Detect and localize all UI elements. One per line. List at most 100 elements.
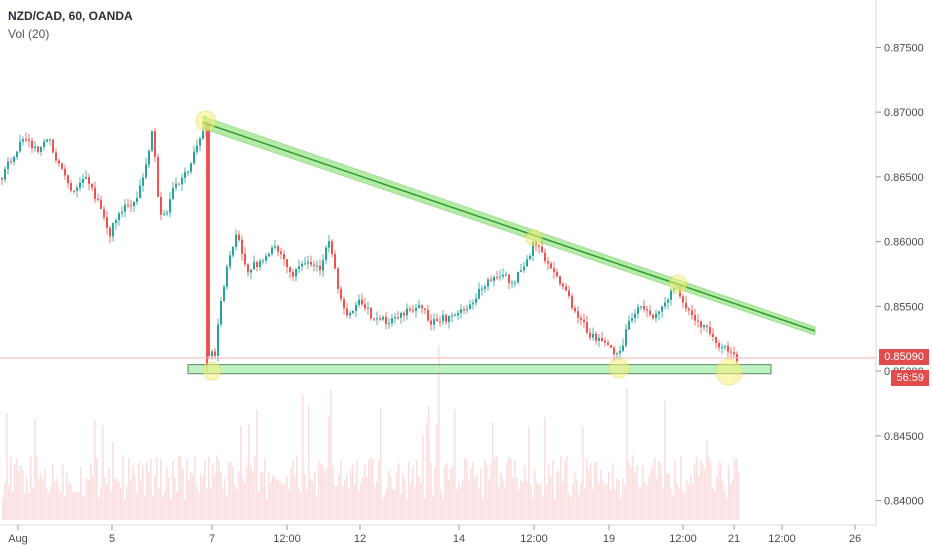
candle-body: [175, 183, 177, 188]
descending-trendline: [202, 121, 816, 332]
volume-bar: [614, 489, 616, 520]
time-tick-label: 12:00: [669, 533, 697, 545]
candle-body: [136, 197, 138, 202]
volume-bar: [194, 456, 196, 520]
volume-bar: [136, 493, 138, 520]
candle-body: [193, 151, 195, 164]
volume-bar: [548, 463, 550, 520]
price-tick-label: 0.84500: [884, 431, 924, 443]
volume-bar: [322, 464, 324, 520]
candle-body: [628, 320, 630, 330]
volume-indicator-label[interactable]: Vol (20): [8, 27, 50, 41]
candle-body: [115, 220, 117, 224]
symbol-title[interactable]: NZD/CAD, 60, OANDA: [8, 9, 133, 23]
candle-body: [526, 259, 528, 267]
volume-bar: [638, 486, 640, 520]
volume-bar: [264, 458, 266, 520]
volume-bar: [618, 479, 620, 520]
volume-bar: [252, 470, 254, 520]
volume-bar: [438, 345, 440, 520]
volume-bar: [168, 477, 170, 520]
candle-body: [226, 266, 228, 287]
volume-bar: [490, 464, 492, 520]
volume-bar: [30, 455, 32, 520]
volume-bar: [506, 463, 508, 520]
candle-body: [466, 309, 468, 311]
volume-bar: [36, 455, 38, 520]
volume-bar: [332, 465, 334, 520]
volume-bar: [130, 480, 132, 520]
volume-bar: [462, 479, 464, 520]
volume-bar: [588, 469, 590, 520]
price-tick-label: 0.84000: [884, 496, 924, 508]
volume-bar: [258, 491, 260, 520]
volume-bar: [40, 473, 42, 520]
volume-bar: [444, 466, 446, 520]
volume-bar: [666, 474, 668, 520]
candle-body: [670, 290, 672, 300]
volume-bar: [582, 426, 584, 520]
volume-bar: [154, 476, 156, 520]
volume-bar: [626, 388, 628, 520]
volume-bar: [184, 499, 186, 520]
volume-bar: [78, 491, 80, 520]
volume-bar: [126, 486, 128, 520]
candle-body: [697, 320, 699, 322]
candle-body: [394, 316, 396, 319]
candle-body: [151, 131, 153, 151]
candle-body: [562, 284, 564, 287]
volume-bar: [320, 463, 322, 520]
volume-bar: [606, 484, 608, 520]
candle-body: [529, 255, 531, 260]
volume-bar: [516, 478, 518, 520]
volume-bar: [510, 458, 512, 520]
volume-bar: [54, 481, 56, 520]
volume-bar: [70, 483, 72, 520]
volume-bar: [386, 486, 388, 520]
candle-body: [709, 326, 711, 334]
candle-body: [187, 171, 189, 173]
candle-body: [448, 316, 450, 322]
volume-bar: [500, 472, 502, 520]
candle-body: [598, 337, 600, 341]
candle-body: [229, 255, 231, 267]
price-axis[interactable]: 0.875000.870000.865000.860000.855000.850…: [876, 42, 924, 508]
volume-bar: [146, 462, 148, 520]
volume-bar: [636, 465, 638, 520]
volume-bar: [502, 477, 504, 520]
annotations[interactable]: [187, 110, 816, 386]
candle-body: [346, 308, 348, 316]
candle-body: [268, 253, 270, 257]
volume-bar: [542, 496, 544, 520]
candle-body: [646, 309, 648, 311]
volume-bar: [420, 483, 422, 520]
volume-bar: [150, 459, 152, 520]
volume-bar: [312, 481, 314, 520]
time-axis[interactable]: Aug 5 7 12:00 12 14 12:00 19 12:00 21 12:00 26: [8, 525, 861, 545]
candle-body: [661, 306, 663, 312]
volume-bar: [508, 456, 510, 520]
volume-bar: [560, 456, 562, 520]
volume-bar: [662, 487, 664, 520]
volume-bar: [472, 461, 474, 520]
volume-bar: [724, 490, 726, 520]
volume-bar: [564, 460, 566, 520]
volume-bar: [716, 476, 718, 520]
volume-bar: [116, 478, 118, 520]
volume-bar: [726, 498, 728, 520]
volume-bar: [600, 469, 602, 520]
candle-body: [484, 286, 486, 289]
volume-bar: [262, 472, 264, 520]
candle-body: [202, 130, 204, 139]
volume-bar: [182, 468, 184, 520]
volume-bar: [334, 485, 336, 520]
candle-body: [154, 131, 156, 157]
candle-body: [166, 212, 168, 214]
volume-bar: [616, 478, 618, 520]
candle-body: [520, 270, 522, 272]
volume-bar: [364, 464, 366, 520]
volume-bar: [242, 477, 244, 520]
volume-bar: [288, 489, 290, 520]
volume-bar: [232, 467, 234, 520]
